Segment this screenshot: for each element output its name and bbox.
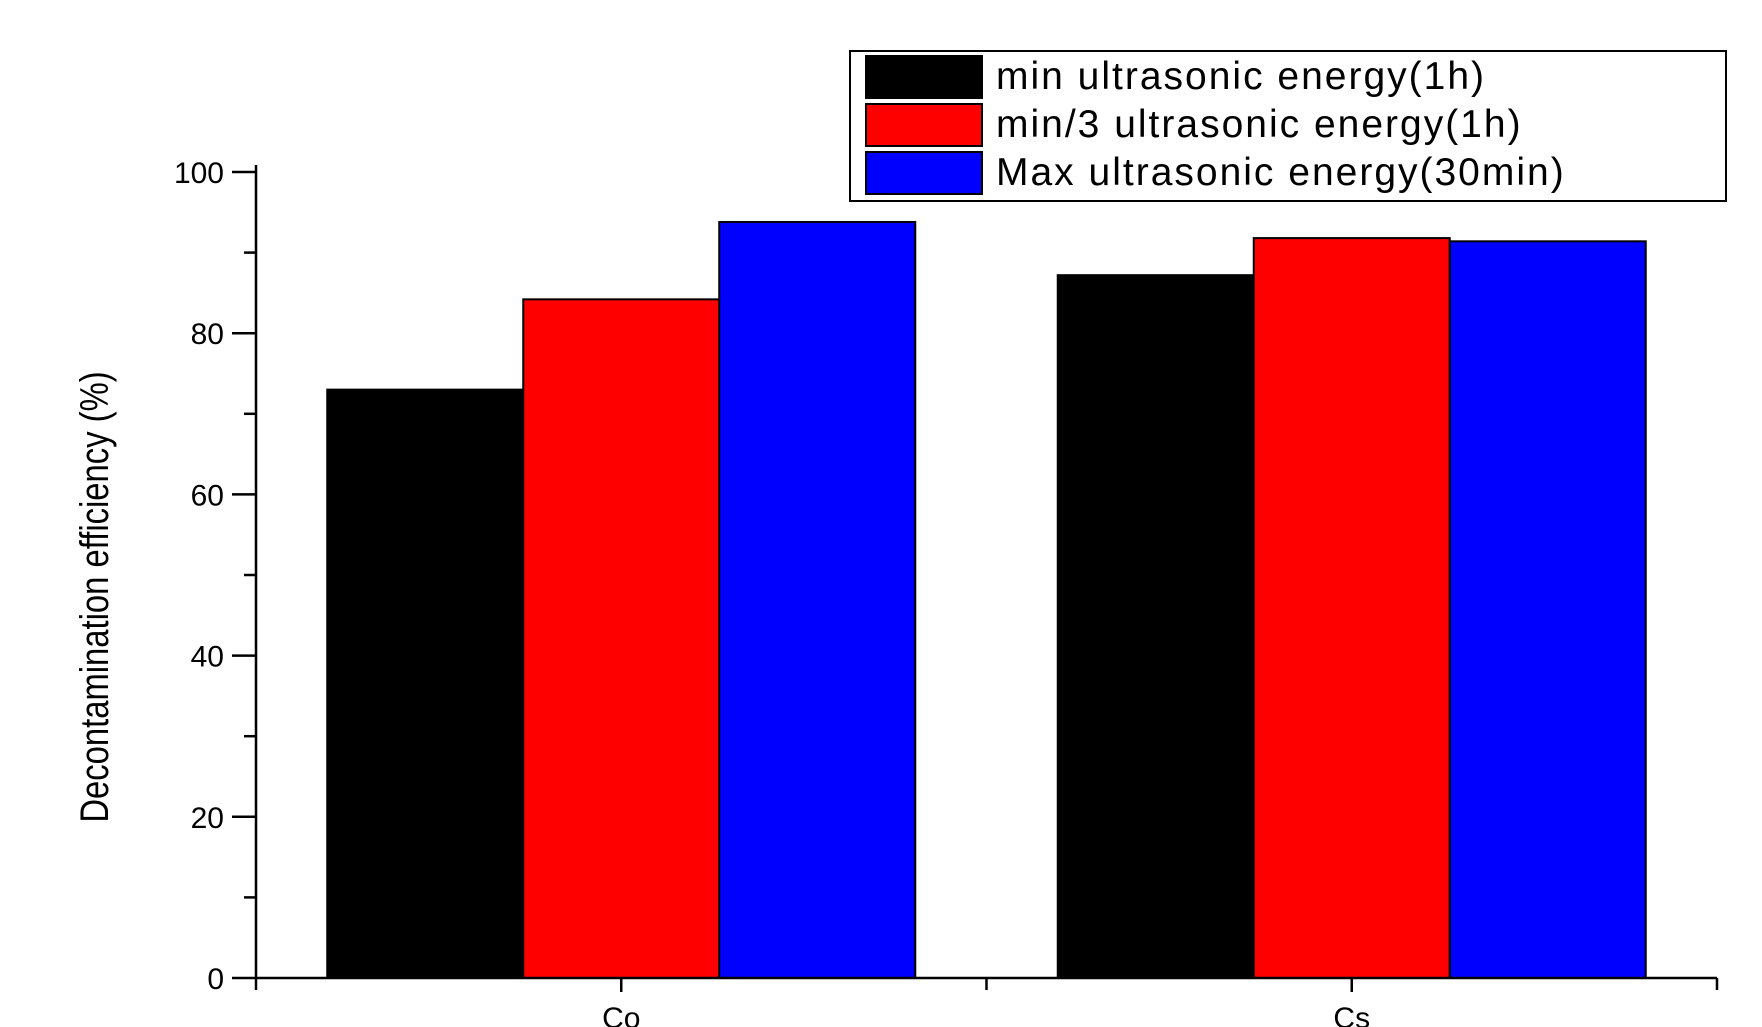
bar-cs-series-3 bbox=[1448, 240, 1647, 980]
legend-swatch bbox=[865, 151, 983, 195]
legend: min ultrasonic energy(1h) min/3 ultrasoni… bbox=[849, 50, 1727, 202]
legend-items: min ultrasonic energy(1h) min/3 ultrasoni… bbox=[865, 55, 1566, 195]
bar-co-series-1 bbox=[326, 388, 525, 979]
axes-layer: 0 20 40 60 80 100 Co Cs bbox=[174, 157, 1719, 1027]
bar-co-series-2 bbox=[522, 298, 721, 979]
y-tick-label: 80 bbox=[191, 318, 224, 351]
legend-label: min ultrasonic energy(1h) bbox=[996, 55, 1486, 98]
bar-cs-series-1 bbox=[1056, 274, 1255, 979]
y-tick-label: 0 bbox=[207, 963, 224, 996]
y-ticks: 0 20 40 60 80 100 bbox=[174, 157, 256, 996]
legend-label: Max ultrasonic energy(30min) bbox=[996, 151, 1566, 194]
legend-swatch bbox=[865, 103, 983, 147]
x-tick-label: Co bbox=[602, 1002, 640, 1027]
legend-label: min/3 ultrasonic energy(1h) bbox=[996, 103, 1523, 146]
bar-co-series-3 bbox=[718, 220, 917, 980]
y-axis-title: Decontamination efficiency (%) bbox=[72, 371, 117, 822]
y-tick-label: 20 bbox=[191, 802, 224, 835]
bars-layer bbox=[326, 220, 1647, 980]
y-tick-label: 60 bbox=[191, 479, 224, 512]
x-tick-label: Cs bbox=[1333, 1002, 1370, 1027]
legend-swatch bbox=[865, 55, 983, 99]
legend-frame bbox=[849, 50, 1727, 202]
y-tick-label: 100 bbox=[174, 157, 224, 190]
y-tick-label: 40 bbox=[191, 641, 224, 674]
bar-cs-series-2 bbox=[1252, 237, 1451, 980]
x-ticks: Co Cs bbox=[254, 978, 1719, 1027]
